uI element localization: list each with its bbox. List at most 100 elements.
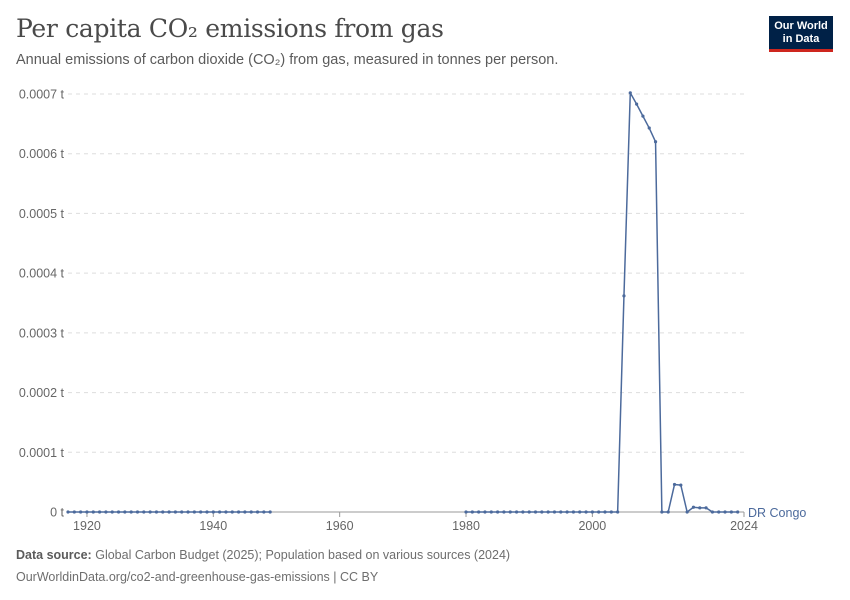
data-point [672,482,677,487]
x-tick-label: 1980 [452,519,480,533]
data-point [173,510,178,514]
data-point [622,294,626,298]
data-point [628,91,632,95]
data-point [578,510,582,514]
data-point [647,126,651,130]
source-url[interactable]: OurWorldinData.org/co2-and-greenhouse-ga… [16,570,379,584]
data-point [565,510,569,514]
data-point [464,510,468,514]
data-point [236,510,241,514]
data-point [243,510,247,514]
data-point [142,510,146,514]
data-point [717,510,721,514]
data-point [104,510,108,514]
data-point [249,510,253,514]
y-tick-label: 0.0004 t [19,267,65,281]
data-point [685,510,689,514]
data-point [698,506,702,510]
data-point [527,510,531,514]
x-tick-label: 1940 [199,519,227,533]
data-point [255,510,260,514]
data-point [91,510,95,514]
data-point [729,510,733,514]
data-point [634,102,639,106]
x-tick-label: 1920 [73,519,101,533]
data-point [161,510,165,514]
data-point [679,483,683,487]
data-point [660,510,664,514]
x-tick-label: 2000 [578,519,606,533]
data-point [666,510,670,514]
data-point [514,510,519,514]
data-point [546,510,550,514]
data-point [268,510,272,514]
data-point [603,510,607,514]
data-point [180,510,184,514]
data-point [477,510,481,514]
data-source-label: Data source: [16,548,92,562]
series-line [466,92,738,513]
data-point [723,510,727,514]
data-point [154,510,159,514]
data-point [502,510,506,514]
data-point [616,510,620,514]
data-source-text: Global Carbon Budget (2025); Population … [95,548,511,562]
data-point [262,510,266,514]
data-point [97,510,102,514]
data-point [85,510,89,514]
logo-line-2: in Data [782,33,820,45]
data-point [186,510,190,514]
data-point [66,510,70,514]
x-tick-label: 2024 [730,519,758,533]
data-point [470,510,474,514]
data-point [148,510,152,514]
owid-logo[interactable]: Our World in Data [769,16,833,52]
data-point [123,510,127,514]
y-tick-label: 0.0003 t [19,326,65,340]
y-tick-label: 0.0007 t [19,88,65,102]
data-point [653,140,658,144]
data-point [559,510,563,514]
data-point [641,114,645,118]
data-point [483,510,487,514]
y-tick-label: 0.0002 t [19,386,65,400]
chart-subtitle: Annual emissions of carbon dioxide (CO₂)… [16,52,559,68]
data-point [218,510,222,514]
data-point [110,510,114,514]
data-point [533,510,538,514]
data-point [224,510,228,514]
data-point [521,510,525,514]
data-point [691,505,696,509]
chart-title: Per capita CO₂ emissions from gas [16,14,444,43]
series-label: DR Congo [748,506,806,520]
data-point [609,510,613,514]
data-point [129,510,133,514]
data-point [540,510,544,514]
data-point [489,510,493,514]
data-point [736,510,740,514]
data-point [230,510,234,514]
data-point [135,510,140,514]
data-point [571,510,576,514]
data-point [199,510,203,514]
data-point [116,510,121,514]
data-point [496,510,500,514]
data-point [710,510,715,514]
data-source: Data source: Global Carbon Budget (2025)… [16,548,510,562]
data-point [590,510,594,514]
data-point [79,510,83,514]
data-point [205,510,209,514]
x-tick-label: 1960 [326,519,354,533]
y-tick-label: 0.0006 t [19,147,65,161]
data-point [167,510,171,514]
data-point [508,510,512,514]
data-point [72,510,76,514]
logo-line-1: Our World [774,20,828,32]
data-point [211,510,215,514]
data-point [552,510,557,514]
y-tick-label: 0 t [50,506,64,520]
data-point [584,510,588,514]
data-point [704,506,708,510]
data-point [597,510,601,514]
